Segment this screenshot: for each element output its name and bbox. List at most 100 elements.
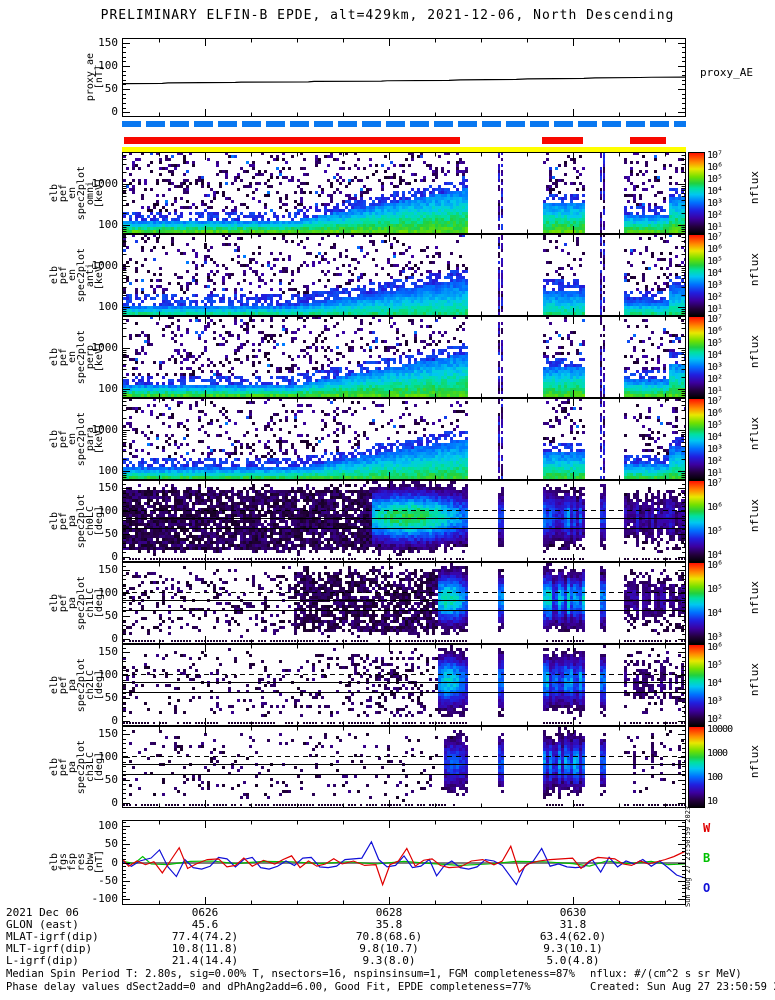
annotation-row-label: L-igrf(dip) (6, 954, 79, 967)
ytick-label-ch0lc: 0 (111, 549, 118, 563)
ytick-label-anti: 100 (98, 299, 118, 313)
colorbar-tick-para: 10¹ (707, 468, 723, 479)
availability-bar-blue-segment (650, 121, 669, 127)
colorbar-tick-ch0lc: 10⁵ (707, 526, 723, 537)
ytick-label-perp: 1000 (91, 340, 119, 354)
annotation-value: 77.4(74.2) (171, 930, 239, 943)
colorbar-para (688, 398, 705, 480)
proxy-ae-right-label: proxy_AE (700, 66, 753, 79)
colorbar-tick-ch2lc: 10² (707, 714, 723, 725)
ytick-label-ch1lc: 100 (98, 585, 118, 599)
availability-bar-blue-segment (170, 121, 189, 127)
ytick-label-ch3lc: 150 (98, 727, 118, 741)
ytick-label-proxy: 150 (98, 35, 118, 49)
panel-anti-canvas (122, 234, 686, 316)
availability-bar-blue-segment (362, 121, 381, 127)
ytick-label-omni: 1000 (91, 176, 119, 190)
colorbar-tick-omni: 10³ (707, 198, 723, 209)
ytick-label-bfield: -50 (98, 873, 118, 887)
annotation-value: 63.4(62.0) (539, 930, 607, 943)
annotation-value: 0628 (375, 906, 403, 919)
colorbar-tick-omni: 10⁵ (707, 174, 723, 185)
colorbar-tick-anti: 10¹ (707, 304, 723, 315)
colorbar-tick-para: 10⁷ (707, 396, 723, 407)
availability-bar-blue-segment (674, 121, 686, 127)
annotation-value: 45.6 (191, 918, 219, 931)
ytick-label-ch3lc: 0 (111, 795, 118, 809)
colorbar-tick-ch2lc: 10⁴ (707, 678, 723, 689)
colorbar-tick-ch3lc: 10000 (707, 724, 733, 735)
availability-bar-blue-segment (626, 121, 645, 127)
availability-bar-blue-segment (314, 121, 333, 127)
ytick-label-proxy: 100 (98, 58, 118, 72)
colorbar-perp (688, 316, 705, 398)
availability-bar-blue-segment (122, 121, 141, 127)
availability-bar-blue-segment (506, 121, 525, 127)
availability-bar-blue-segment (146, 121, 165, 127)
plot-title: PRELIMINARY ELFIN-B EPDE, alt=429km, 202… (100, 8, 675, 23)
colorbar-tick-ch1lc: 10³ (707, 632, 723, 643)
colorbar-tick-ch2lc: 10⁶ (707, 642, 723, 653)
colorbar-tick-ch3lc: 10 (707, 796, 718, 807)
annotation-row-label: 2021 Dec 06 (6, 906, 79, 919)
panel-omni-canvas (122, 152, 686, 234)
panel-ch1lc-canvas (122, 562, 686, 644)
ytick-label-ch2lc: 150 (98, 645, 118, 659)
annotation-value: 35.8 (375, 918, 403, 931)
availability-bar-blue-segment (266, 121, 285, 127)
colorbar-tick-ch3lc: 1000 (707, 748, 728, 759)
annotation-value: 0630 (559, 906, 587, 919)
availability-bar-red-segment (541, 137, 584, 144)
ytick-label-proxy: 50 (104, 82, 118, 96)
ytick-label-ch1lc: 50 (104, 608, 118, 622)
legend-o-label: O (703, 881, 711, 895)
colorbar-unit-para: nflux (748, 417, 761, 451)
colorbar-unit-ch0lc: nflux (748, 499, 761, 533)
ytick-label-ch0lc: 100 (98, 503, 118, 517)
panel-bfield-canvas (122, 820, 686, 905)
ytick-label-bfield: 0 (111, 855, 118, 869)
colorbar-tick-perp: 10⁷ (707, 314, 723, 325)
ytick-label-bfield: -100 (91, 892, 119, 906)
ytick-label-ch2lc: 0 (111, 713, 118, 727)
ytick-label-bfield: 100 (98, 818, 118, 832)
annotation-value: 21.4(14.4) (171, 954, 239, 967)
colorbar-tick-para: 10⁴ (707, 432, 723, 443)
colorbar-tick-omni: 10¹ (707, 222, 723, 233)
ytick-label-ch2lc: 100 (98, 667, 118, 681)
colorbar-tick-ch1lc: 10⁴ (707, 608, 723, 619)
colorbar-tick-anti: 10² (707, 292, 723, 303)
colorbar-tick-ch0lc: 10⁴ (707, 550, 723, 561)
colorbar-anti (688, 234, 705, 316)
panel-para-canvas (122, 398, 686, 480)
colorbar-tick-perp: 10⁶ (707, 326, 723, 337)
colorbar-tick-ch0lc: 10⁶ (707, 502, 723, 513)
colorbar-tick-perp: 10⁴ (707, 350, 723, 361)
availability-bar-blue-segment (242, 121, 261, 127)
colorbar-unit-perp: nflux (748, 335, 761, 369)
colorbar-unit-ch3lc: nflux (748, 745, 761, 779)
colorbar-tick-anti: 10⁴ (707, 268, 723, 279)
availability-bar-red-segment (124, 137, 461, 144)
colorbar-tick-omni: 10² (707, 210, 723, 221)
ytick-label-ch0lc: 50 (104, 526, 118, 540)
annotation-value: 0626 (191, 906, 219, 919)
colorbar-tick-perp: 10³ (707, 362, 723, 373)
colorbar-tick-anti: 10⁶ (707, 244, 723, 255)
creation-timestamp-watermark: Sun Aug 27 23:50:59 2023 (684, 805, 692, 907)
footer-units: nflux: #/(cm^2 s sr MeV) (590, 968, 742, 980)
legend-b-label: B (703, 851, 711, 865)
colorbar-tick-para: 10⁵ (707, 420, 723, 431)
colorbar-omni (688, 152, 705, 234)
annotation-row-label: GLON (east) (6, 918, 79, 931)
colorbar-tick-para: 10³ (707, 444, 723, 455)
availability-bar-blue-segment (458, 121, 477, 127)
colorbar-tick-ch2lc: 10³ (707, 696, 723, 707)
colorbar-tick-anti: 10⁷ (707, 232, 723, 243)
availability-bar-blue-segment (338, 121, 357, 127)
availability-bar-blue-segment (410, 121, 429, 127)
colorbar-unit-omni: nflux (748, 171, 761, 205)
panel-ch2lc-canvas (122, 644, 686, 726)
legend-w-label: W (703, 821, 711, 835)
